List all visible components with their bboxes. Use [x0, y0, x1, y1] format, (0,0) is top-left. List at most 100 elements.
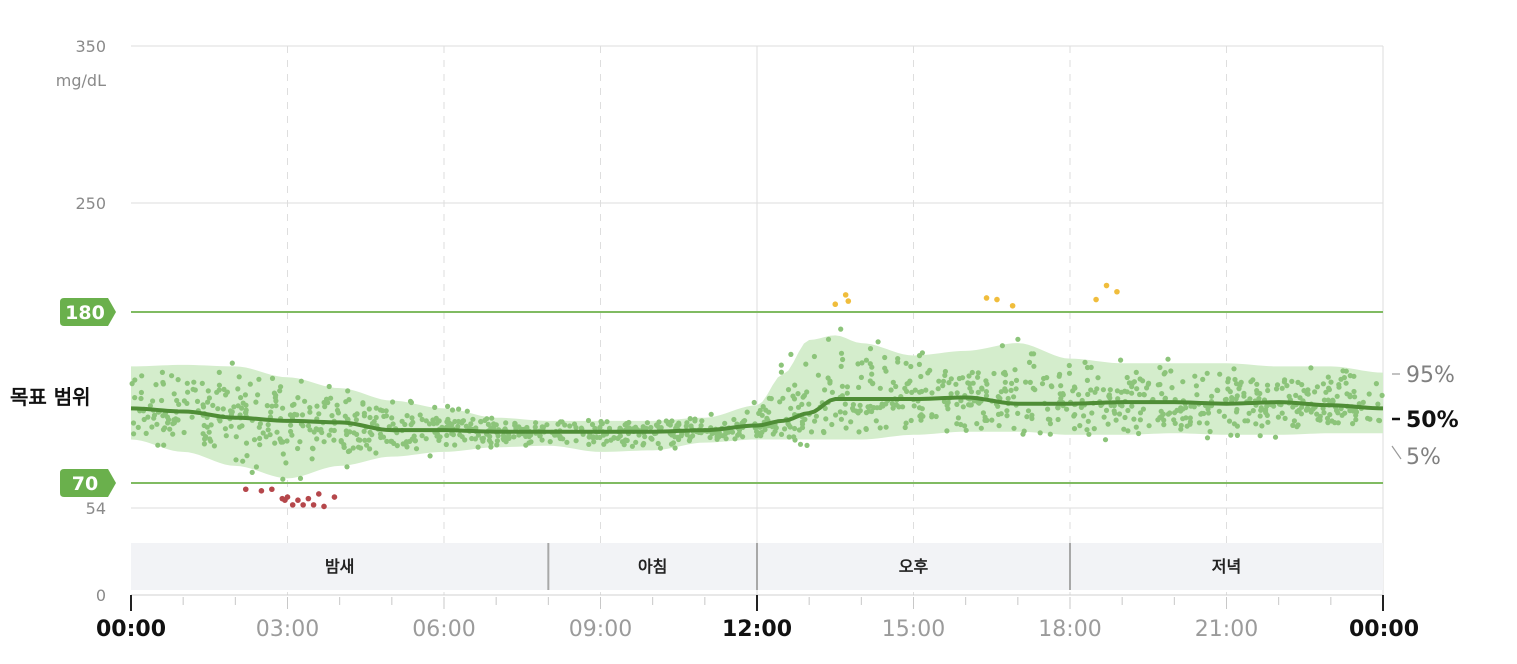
reading-point: [1045, 406, 1051, 412]
period-label: 밤새: [325, 557, 354, 576]
reading-point: [840, 356, 846, 363]
reading-point: [803, 361, 809, 367]
reading-point: [223, 433, 229, 439]
reading-point: [1282, 415, 1288, 421]
low-reading-point: [242, 486, 249, 493]
reading-point: [1254, 390, 1260, 396]
reading-point: [1350, 421, 1356, 427]
reading-point: [557, 435, 563, 442]
reading-point: [1183, 405, 1189, 411]
reading-point: [1353, 409, 1360, 415]
reading-point: [540, 424, 547, 430]
reading-point: [867, 346, 874, 352]
reading-point: [150, 398, 156, 404]
reading-point: [770, 431, 776, 437]
reading-point: [145, 414, 151, 420]
reading-point: [373, 414, 379, 421]
reading-point: [233, 457, 239, 463]
reading-point: [155, 442, 161, 448]
reading-point: [968, 389, 975, 395]
target-low-badge-label: 70: [72, 473, 98, 495]
reading-point: [272, 440, 278, 446]
reading-point: [1291, 418, 1297, 424]
reading-point: [366, 437, 372, 443]
reading-point: [1086, 431, 1092, 437]
reading-point: [1293, 392, 1299, 398]
reading-point: [445, 403, 451, 409]
reading-point: [1275, 414, 1281, 420]
reading-point: [663, 418, 669, 424]
reading-point: [1295, 379, 1301, 385]
high-reading-point: [832, 301, 839, 308]
reading-point: [865, 404, 871, 410]
reading-point: [159, 369, 165, 375]
high-reading-point: [842, 292, 849, 298]
reading-point: [432, 404, 438, 410]
reading-point: [408, 399, 414, 406]
reading-point: [590, 434, 596, 440]
reading-point: [1209, 393, 1215, 399]
reading-point: [1157, 415, 1163, 421]
reading-point: [1137, 417, 1143, 423]
reading-point: [1379, 392, 1385, 398]
reading-point: [989, 417, 995, 423]
reading-point: [732, 436, 738, 442]
reading-point: [1085, 391, 1091, 397]
reading-point: [210, 402, 216, 408]
reading-point: [766, 395, 772, 401]
reading-point: [488, 440, 494, 446]
reading-point: [1133, 369, 1139, 375]
reading-point: [1026, 359, 1033, 365]
reading-point: [537, 433, 543, 439]
reading-point: [1174, 407, 1180, 413]
reading-point: [903, 360, 909, 366]
reading-point: [181, 429, 187, 436]
reading-point: [895, 359, 901, 365]
reading-point: [983, 389, 990, 395]
reading-point: [460, 418, 467, 424]
reading-point: [940, 383, 946, 389]
reading-point: [411, 433, 417, 439]
reading-point: [838, 326, 844, 332]
high-reading-point: [994, 296, 1000, 303]
reading-point: [346, 397, 352, 403]
reading-point: [974, 421, 980, 427]
reading-point: [722, 420, 728, 426]
reading-point: [925, 370, 931, 376]
reading-point: [512, 420, 518, 426]
reading-point: [297, 439, 303, 445]
reading-point: [778, 369, 785, 375]
reading-point: [942, 372, 948, 378]
reading-point: [437, 434, 443, 440]
reading-point: [1376, 418, 1383, 424]
reading-point: [389, 415, 395, 421]
reading-point: [185, 389, 191, 395]
reading-point: [277, 388, 283, 394]
reading-point: [360, 400, 366, 406]
reading-point: [464, 408, 470, 414]
reading-point: [1089, 410, 1095, 416]
reading-point: [1324, 415, 1331, 421]
reading-point: [280, 476, 286, 482]
reading-point: [1085, 418, 1091, 424]
low-reading-point: [295, 497, 301, 503]
reading-point: [267, 432, 273, 438]
reading-point: [1029, 415, 1035, 422]
reading-point: [889, 400, 895, 407]
reading-point: [991, 370, 997, 377]
reading-point: [311, 429, 317, 435]
reading-point: [978, 425, 984, 431]
reading-point: [283, 460, 289, 466]
reading-point: [1216, 408, 1222, 414]
x-tick-label: 18:00: [1038, 617, 1101, 642]
reading-point: [191, 379, 197, 385]
reading-point: [257, 442, 263, 448]
reading-point: [1205, 410, 1212, 416]
reading-point: [853, 408, 859, 414]
reading-point: [1279, 385, 1285, 391]
reading-point: [161, 442, 167, 448]
reading-point: [147, 403, 153, 409]
reading-point: [1047, 431, 1053, 437]
reading-point: [723, 431, 729, 437]
reading-point: [795, 391, 801, 397]
